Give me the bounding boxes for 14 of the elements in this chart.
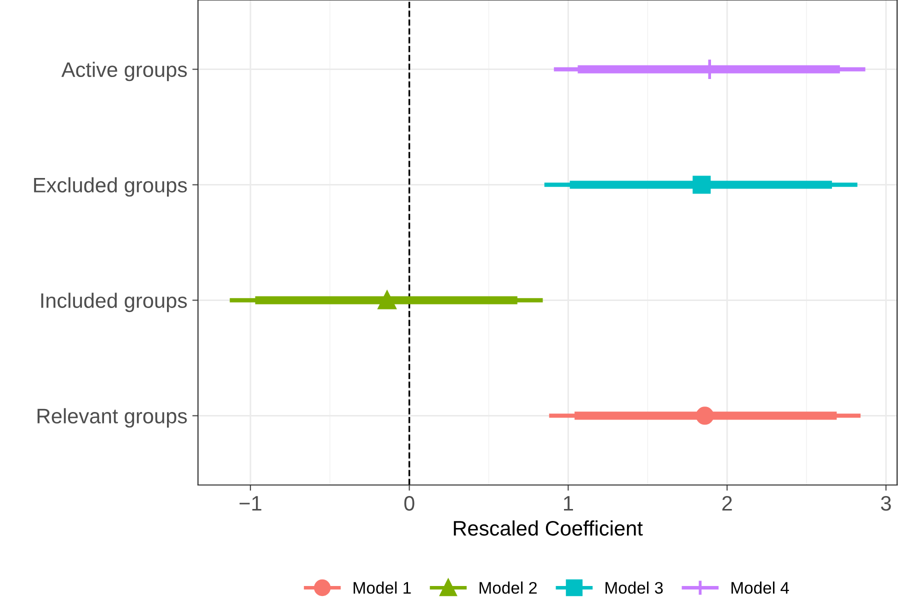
x-tick-label: 0 xyxy=(404,496,414,511)
x-tick-label: −1 xyxy=(240,496,262,511)
legend-label: Model 2 xyxy=(480,582,537,594)
legend-label: Model 3 xyxy=(606,582,663,594)
x-tick-label: 3 xyxy=(880,496,891,511)
y-tick-label: Active groups xyxy=(61,62,187,82)
x-tick-label: 1 xyxy=(564,496,573,511)
legend-label: Model 4 xyxy=(732,582,789,594)
y-tick-label: Included groups xyxy=(41,292,187,312)
legend-label: Model 1 xyxy=(354,582,411,594)
x-axis-title: Rescaled Coefficient xyxy=(454,520,643,536)
y-tick-label: Excluded groups xyxy=(34,177,187,197)
y-tick-label: Relevant groups xyxy=(38,408,187,428)
x-tick-label: 2 xyxy=(722,496,732,511)
